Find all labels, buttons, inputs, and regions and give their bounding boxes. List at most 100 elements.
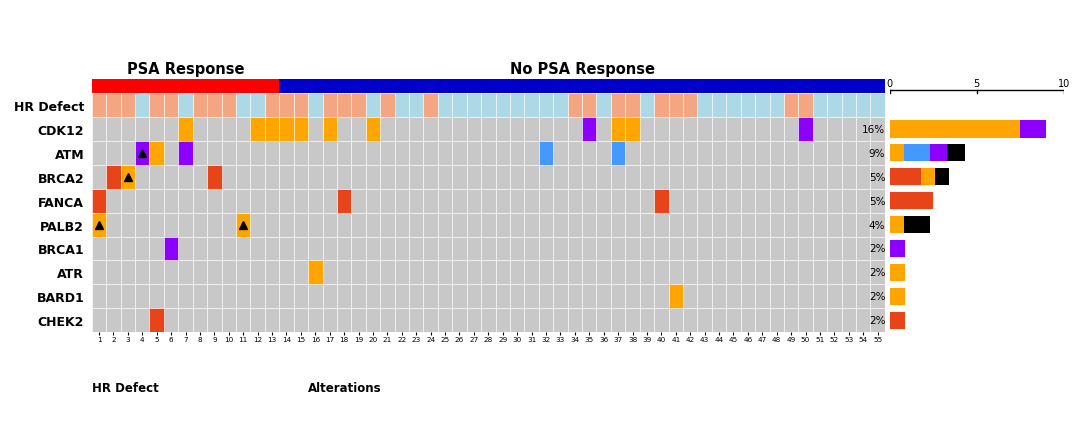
- Bar: [308, 261, 323, 285]
- Bar: [611, 261, 625, 285]
- Bar: [366, 237, 380, 261]
- Bar: [904, 145, 930, 162]
- Bar: [841, 118, 856, 141]
- Bar: [525, 213, 539, 237]
- Bar: [755, 118, 770, 141]
- Bar: [323, 118, 337, 141]
- Bar: [453, 94, 467, 118]
- Bar: [553, 189, 568, 213]
- Bar: [409, 261, 423, 285]
- Bar: [683, 261, 698, 285]
- Bar: [856, 213, 870, 237]
- Bar: [698, 165, 712, 189]
- Bar: [683, 118, 698, 141]
- Bar: [221, 285, 237, 308]
- Bar: [525, 308, 539, 332]
- Bar: [639, 308, 654, 332]
- Bar: [841, 261, 856, 285]
- Bar: [1021, 121, 1047, 138]
- Bar: [539, 141, 553, 165]
- Bar: [178, 141, 192, 165]
- Bar: [698, 141, 712, 165]
- Bar: [135, 308, 149, 332]
- Bar: [726, 261, 741, 285]
- Bar: [539, 261, 553, 285]
- Bar: [192, 94, 207, 118]
- Bar: [481, 308, 496, 332]
- Bar: [221, 94, 237, 118]
- Bar: [237, 165, 251, 189]
- Bar: [280, 141, 294, 165]
- Bar: [366, 213, 380, 237]
- Bar: [366, 118, 380, 141]
- Bar: [380, 308, 394, 332]
- Bar: [251, 285, 265, 308]
- Bar: [221, 213, 237, 237]
- Bar: [582, 308, 596, 332]
- Bar: [582, 285, 596, 308]
- Bar: [280, 261, 294, 285]
- Bar: [639, 237, 654, 261]
- Bar: [712, 261, 726, 285]
- Bar: [453, 285, 467, 308]
- Bar: [539, 189, 553, 213]
- Bar: [841, 141, 856, 165]
- Bar: [947, 145, 964, 162]
- Bar: [856, 165, 870, 189]
- Bar: [798, 213, 813, 237]
- Text: 2%: 2%: [868, 244, 886, 254]
- Bar: [467, 308, 481, 332]
- Bar: [149, 189, 164, 213]
- Bar: [770, 308, 784, 332]
- Bar: [481, 165, 496, 189]
- Bar: [726, 141, 741, 165]
- Bar: [92, 308, 106, 332]
- Bar: [409, 285, 423, 308]
- Bar: [784, 141, 798, 165]
- Bar: [784, 213, 798, 237]
- Bar: [265, 94, 280, 118]
- Bar: [237, 237, 251, 261]
- Bar: [654, 308, 669, 332]
- Bar: [207, 165, 221, 189]
- Bar: [207, 285, 221, 308]
- Bar: [265, 118, 280, 141]
- Bar: [741, 213, 755, 237]
- Bar: [178, 189, 192, 213]
- Bar: [394, 261, 409, 285]
- Bar: [683, 237, 698, 261]
- Text: 5: 5: [974, 79, 980, 89]
- Bar: [639, 94, 654, 118]
- Bar: [423, 118, 437, 141]
- Bar: [323, 285, 337, 308]
- Bar: [481, 189, 496, 213]
- Bar: [467, 118, 481, 141]
- Bar: [178, 308, 192, 332]
- Bar: [712, 285, 726, 308]
- Bar: [755, 213, 770, 237]
- Bar: [669, 213, 683, 237]
- Bar: [870, 118, 885, 141]
- Bar: [870, 94, 885, 118]
- Bar: [770, 237, 784, 261]
- Bar: [741, 308, 755, 332]
- Bar: [683, 308, 698, 332]
- Bar: [669, 94, 683, 118]
- Bar: [308, 141, 323, 165]
- Bar: [712, 141, 726, 165]
- Bar: [755, 237, 770, 261]
- Bar: [149, 261, 164, 285]
- Bar: [251, 237, 265, 261]
- Bar: [539, 165, 553, 189]
- Bar: [510, 165, 525, 189]
- Bar: [380, 94, 394, 118]
- Bar: [669, 285, 683, 308]
- Bar: [453, 213, 467, 237]
- Bar: [841, 213, 856, 237]
- Bar: [308, 118, 323, 141]
- Bar: [553, 308, 568, 332]
- Bar: [366, 94, 380, 118]
- Bar: [337, 118, 351, 141]
- Bar: [726, 118, 741, 141]
- Bar: [164, 189, 178, 213]
